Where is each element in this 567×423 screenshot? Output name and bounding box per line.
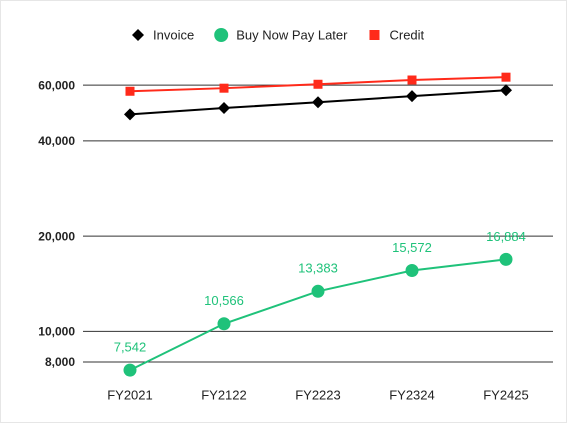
- marker: [217, 317, 231, 331]
- y-tick-label: 20,000: [38, 229, 75, 243]
- legend-label: Invoice: [153, 27, 194, 42]
- x-tick-label: FY2223: [295, 387, 341, 402]
- data-label: 15,572: [392, 240, 432, 255]
- legend-marker: [369, 30, 380, 40]
- legend-marker: [132, 29, 144, 41]
- marker: [312, 96, 324, 109]
- x-tick-label: FY2122: [201, 387, 247, 402]
- y-tick-label: 40,000: [38, 134, 75, 148]
- marker: [406, 90, 418, 103]
- legend-marker: [214, 28, 229, 42]
- y-tick-label: 60,000: [38, 78, 75, 92]
- marker: [407, 75, 417, 85]
- marker: [501, 72, 511, 82]
- data-label: 10,566: [204, 293, 244, 308]
- x-tick-label: FY2021: [107, 387, 153, 402]
- marker: [125, 86, 135, 96]
- legend-label: Credit: [389, 27, 424, 42]
- marker: [311, 284, 325, 298]
- x-tick-label: FY2425: [483, 387, 529, 402]
- x-tick-label: FY2324: [389, 387, 435, 402]
- marker: [123, 363, 137, 377]
- data-label: 16,884: [486, 229, 526, 244]
- marker: [124, 108, 136, 121]
- data-label: 13,383: [298, 261, 338, 276]
- y-tick-label: 8,000: [45, 355, 75, 369]
- marker: [499, 252, 513, 266]
- data-label: 7,542: [114, 340, 147, 355]
- marker: [405, 263, 419, 277]
- legend-label: Buy Now Pay Later: [236, 27, 348, 42]
- marker: [218, 102, 230, 115]
- marker: [219, 83, 229, 93]
- y-tick-label: 10,000: [38, 325, 75, 339]
- marker: [313, 79, 323, 89]
- marker: [500, 84, 512, 97]
